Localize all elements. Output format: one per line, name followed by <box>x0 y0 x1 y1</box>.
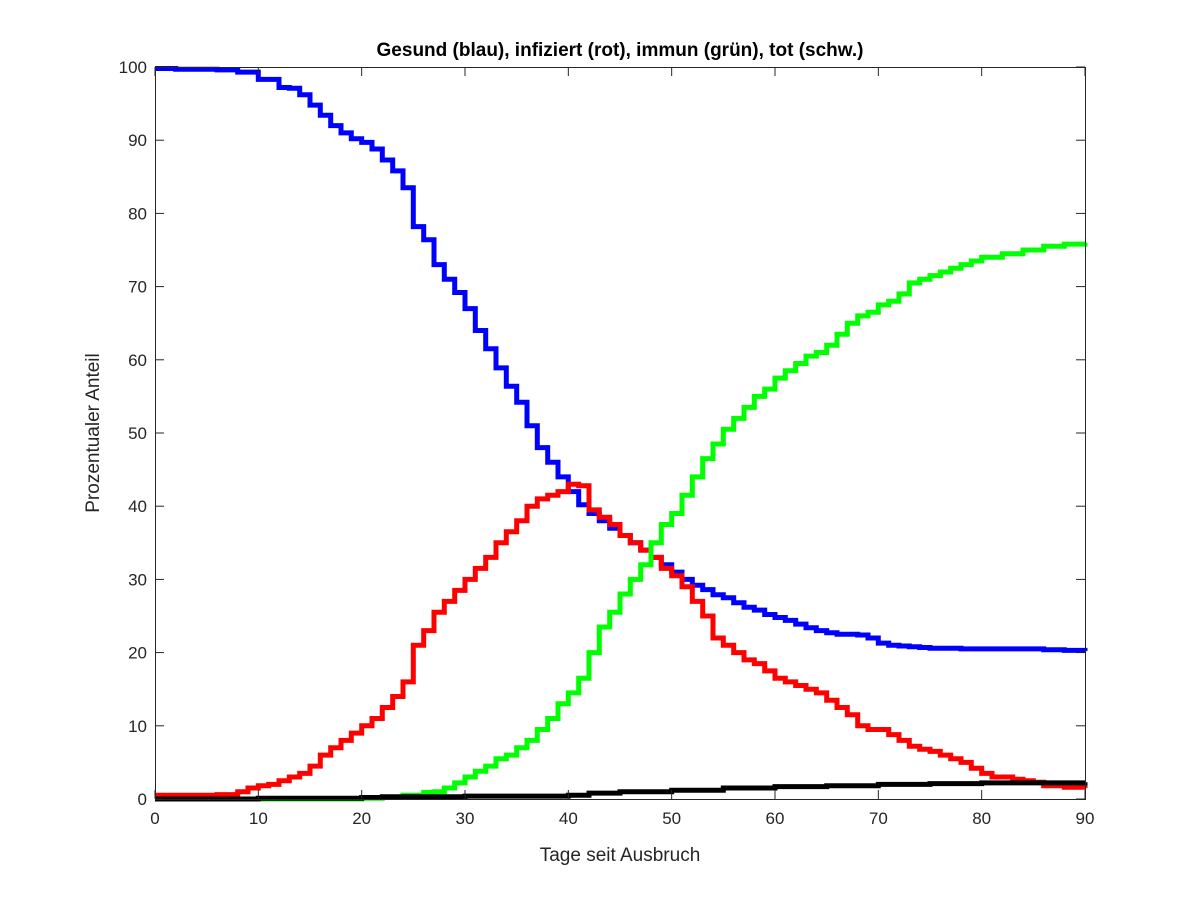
x-tick-label: 70 <box>869 809 888 828</box>
y-tick-label: 90 <box>128 131 147 150</box>
y-tick-label: 80 <box>128 204 147 223</box>
y-axis-label: Prozentualer Anteil <box>83 353 104 513</box>
y-tick-label: 20 <box>128 644 147 663</box>
y-tick-label: 40 <box>128 497 147 516</box>
x-tick-label: 80 <box>972 809 991 828</box>
x-tick-label: 50 <box>662 809 681 828</box>
y-axis: 0 10 20 30 40 50 60 70 80 90 100 <box>119 58 1085 809</box>
x-tick-label: 90 <box>1076 809 1095 828</box>
x-tick-label: 0 <box>150 809 159 828</box>
x-tick-label: 60 <box>766 809 785 828</box>
chart-title: Gesund (blau), infiziert (rot), immun (g… <box>377 40 864 61</box>
y-tick-label: 70 <box>128 278 147 297</box>
x-tick-label: 30 <box>456 809 475 828</box>
y-tick-label: 100 <box>119 58 147 77</box>
x-tick-label: 40 <box>559 809 578 828</box>
plot-area <box>155 67 1085 799</box>
x-axis-label: Tage seit Ausbruch <box>540 845 701 866</box>
y-tick-label: 50 <box>128 424 147 443</box>
series-line-2 <box>155 481 1088 798</box>
x-tick-label: 20 <box>352 809 371 828</box>
x-axis: 0 10 20 30 40 50 60 70 80 90 <box>150 67 1094 828</box>
y-tick-label: 10 <box>128 717 147 736</box>
y-tick-label: 60 <box>128 351 147 370</box>
y-tick-label: 30 <box>128 570 147 589</box>
x-tick-label: 10 <box>249 809 268 828</box>
series-line-3 <box>155 241 1088 802</box>
y-tick-label: 0 <box>138 790 147 809</box>
